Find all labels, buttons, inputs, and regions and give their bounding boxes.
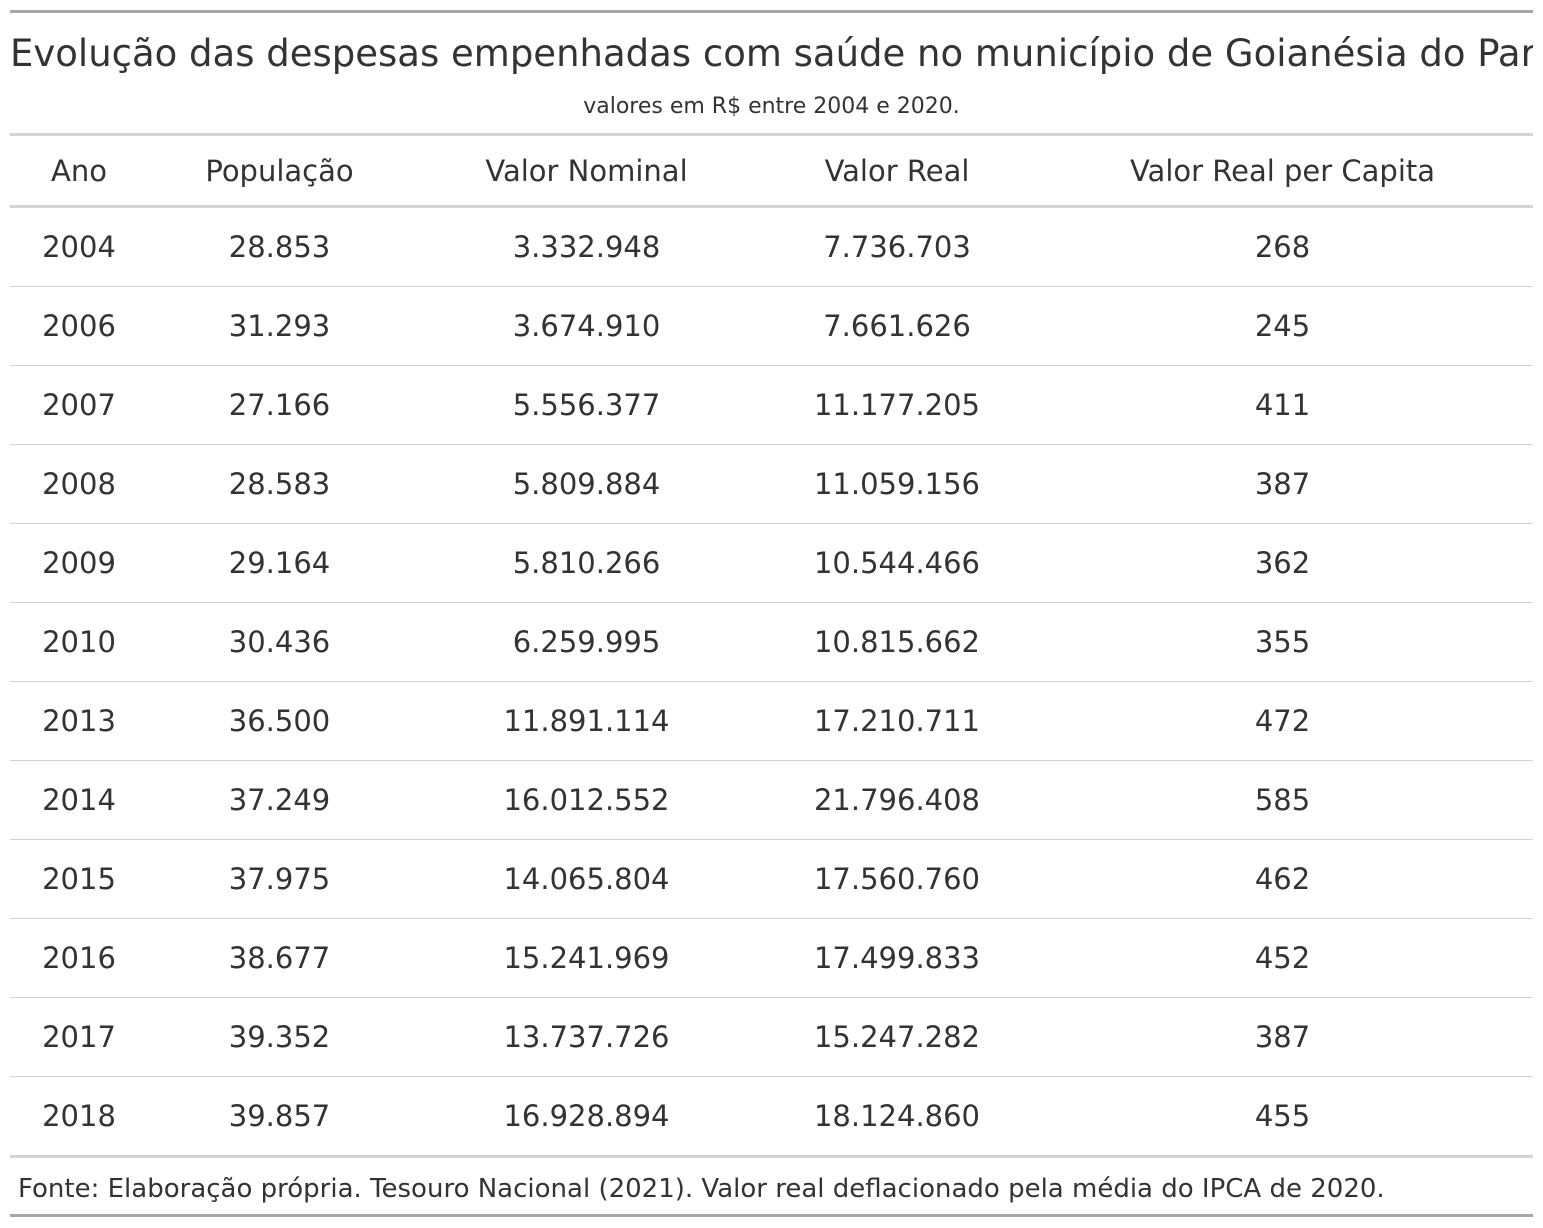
cell-populacao: 30.436	[148, 602, 411, 682]
column-header-valor-real-per-capita: Valor Real per Capita	[1032, 136, 1533, 208]
cell-valor-nominal: 3.674.910	[411, 286, 762, 366]
table-row: 2007 27.166 5.556.377 11.177.205 411	[10, 365, 1533, 445]
cell-valor-nominal: 14.065.804	[411, 839, 762, 919]
cell-valor-real: 10.544.466	[762, 523, 1032, 603]
source-note: Fonte: Elaboração própria. Tesouro Nacio…	[18, 1174, 1385, 1204]
cell-populacao: 37.249	[148, 760, 411, 840]
cell-valor-nominal: 3.332.948	[411, 206, 762, 287]
cell-valor-real-per-capita: 455	[1254, 1099, 1311, 1133]
cell-populacao: 38.677	[148, 918, 411, 998]
cell-valor-nominal: 16.012.552	[411, 760, 762, 840]
cell-valor-real: 7.661.626	[762, 286, 1032, 366]
cell-ano: 2018	[42, 1099, 116, 1133]
table-subtitle: valores em R$ entre 2004 e 2020.	[583, 94, 960, 119]
cell-ano: 2015	[10, 839, 148, 919]
header-top-rule	[10, 133, 1533, 136]
cell-valor-real: 7.736.703	[762, 206, 1032, 287]
cell-valor-real-per-capita: 411	[1032, 365, 1533, 445]
cell-ano: 2010	[10, 602, 148, 682]
cell-ano: 2009	[10, 523, 148, 603]
cell-ano: 2013	[10, 681, 148, 761]
cell-valor-real: 17.210.711	[762, 681, 1032, 761]
cell-valor-nominal: 5.809.884	[411, 444, 762, 524]
cell-ano: 2008	[10, 444, 148, 524]
cell-populacao: 39.857	[228, 1099, 331, 1133]
cell-ano: 2016	[10, 918, 148, 998]
cell-valor-real-per-capita: 245	[1032, 286, 1533, 366]
cell-ano: 2017	[10, 997, 148, 1077]
column-header-valor-real: Valor Real	[762, 136, 1032, 208]
cell-populacao: 29.164	[148, 523, 411, 603]
column-header-valor-nominal: Valor Nominal	[411, 136, 762, 208]
cell-valor-real-per-capita: 387	[1032, 997, 1533, 1077]
cell-valor-real: 11.059.156	[762, 444, 1032, 524]
cell-populacao: 28.583	[148, 444, 411, 524]
cell-valor-real: 21.796.408	[762, 760, 1032, 840]
cell-valor-real-per-capita: 472	[1032, 681, 1533, 761]
cell-populacao: 27.166	[148, 365, 411, 445]
cell-ano: 2006	[10, 286, 148, 366]
cell-populacao: 31.293	[148, 286, 411, 366]
cell-populacao: 36.500	[148, 681, 411, 761]
cell-valor-nominal: 6.259.995	[411, 602, 762, 682]
cell-valor-nominal: 15.241.969	[411, 918, 762, 998]
table-row: 2018 39.857 16.928.894 18.124.860 455	[10, 1077, 1533, 1156]
table-row: 2016 38.677 15.241.969 17.499.833 452	[10, 918, 1533, 998]
health-expenses-table: Evolução das despesas empenhadas com saú…	[10, 10, 1533, 1217]
cell-valor-nominal: 5.810.266	[411, 523, 762, 603]
data-table: Ano População Valor Nominal Valor Real V…	[10, 136, 1533, 1155]
cell-populacao: 39.352	[148, 997, 411, 1077]
cell-populacao: 28.853	[148, 206, 411, 287]
table-row: 2006 31.293 3.674.910 7.661.626 245	[10, 286, 1533, 366]
footer-top-rule	[10, 1155, 1533, 1158]
table-row: 2017 39.352 13.737.726 15.247.282 387	[10, 997, 1533, 1077]
top-rule	[10, 10, 1533, 13]
cell-valor-real: 17.560.760	[762, 839, 1032, 919]
table-title: Evolução das despesas empenhadas com saú…	[10, 32, 1533, 75]
cell-valor-real: 17.499.833	[762, 918, 1032, 998]
table-row: 2010 30.436 6.259.995 10.815.662 355	[10, 602, 1533, 682]
cell-valor-real-per-capita: 462	[1032, 839, 1533, 919]
header-row: Ano População Valor Nominal Valor Real V…	[10, 136, 1533, 208]
table-row: 2015 37.975 14.065.804 17.560.760 462	[10, 839, 1533, 919]
table-row: 2014 37.249 16.012.552 21.796.408 585	[10, 760, 1533, 840]
table-row: 2008 28.583 5.809.884 11.059.156 387	[10, 444, 1533, 524]
cell-valor-real: 15.247.282	[762, 997, 1032, 1077]
table-row: 2004 28.853 3.332.948 7.736.703 268	[10, 206, 1533, 287]
cell-valor-nominal: 11.891.114	[411, 681, 762, 761]
cell-valor-real-per-capita: 355	[1032, 602, 1533, 682]
cell-valor-real-per-capita: 387	[1032, 444, 1533, 524]
cell-ano: 2007	[10, 365, 148, 445]
table-row: 2013 36.500 11.891.114 17.210.711 472	[10, 681, 1533, 761]
column-header-ano: Ano	[10, 136, 148, 208]
cell-valor-nominal: 5.556.377	[411, 365, 762, 445]
cell-valor-real: 18.124.860	[813, 1099, 981, 1133]
bottom-rule	[10, 1214, 1533, 1217]
cell-valor-nominal: 16.928.894	[503, 1099, 670, 1133]
cell-valor-real-per-capita: 362	[1032, 523, 1533, 603]
table-row: 2009 29.164 5.810.266 10.544.466 362	[10, 523, 1533, 603]
cell-populacao: 37.975	[148, 839, 411, 919]
cell-valor-real-per-capita: 452	[1032, 918, 1533, 998]
cell-valor-real-per-capita: 585	[1032, 760, 1533, 840]
cell-valor-real: 10.815.662	[762, 602, 1032, 682]
cell-ano: 2014	[10, 760, 148, 840]
cell-ano: 2004	[10, 206, 148, 287]
cell-valor-real-per-capita: 268	[1032, 206, 1533, 287]
cell-valor-nominal: 13.737.726	[411, 997, 762, 1077]
cell-valor-real: 11.177.205	[762, 365, 1032, 445]
column-header-populacao: População	[148, 136, 411, 208]
